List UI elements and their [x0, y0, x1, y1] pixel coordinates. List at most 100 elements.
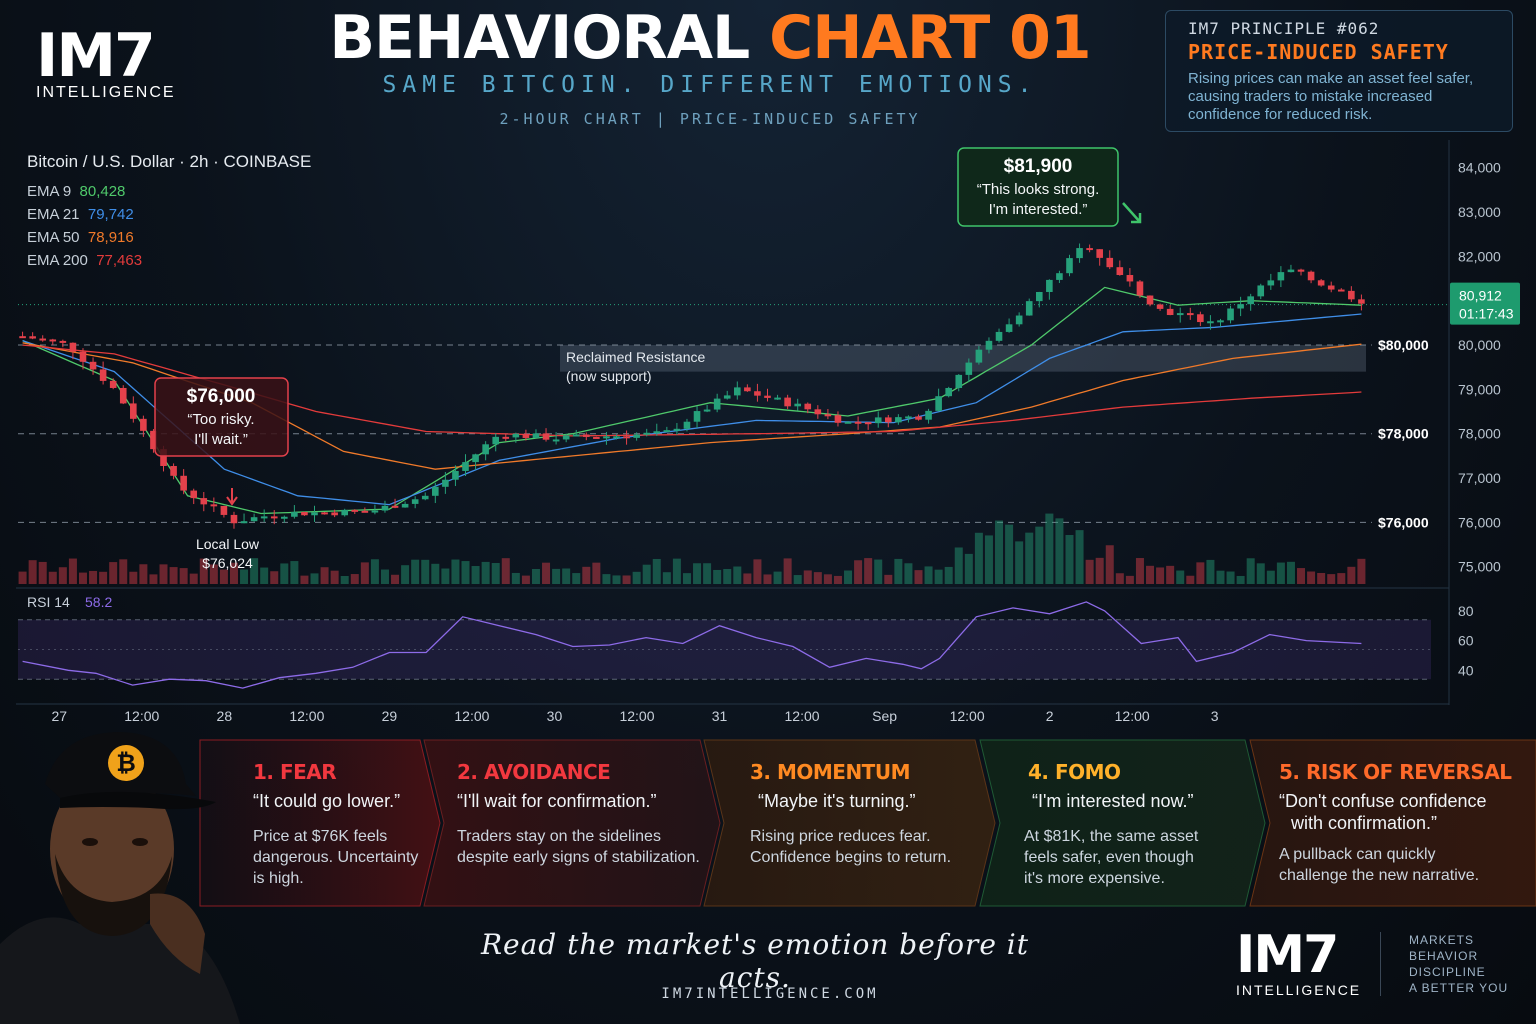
- volume-bar: [1166, 565, 1175, 584]
- candle-body: [230, 514, 238, 524]
- y-tick-label: 83,000: [1458, 204, 1501, 220]
- legend-item[interactable]: EMA 200 77,463: [27, 249, 142, 272]
- stage-description: Traders stay on the sidelines despite ear…: [457, 826, 727, 868]
- candle-body: [744, 387, 751, 392]
- volume-bar: [954, 547, 963, 584]
- stage-description-line: challenge the new narrative.: [1279, 867, 1480, 884]
- legend-item[interactable]: EMA 21 79,742: [27, 203, 142, 226]
- stage-description: A pullback can quickly challenge the new …: [1279, 844, 1519, 886]
- candle-body: [1197, 314, 1204, 323]
- x-tick-label: 2: [1046, 708, 1054, 724]
- volume-bar: [763, 574, 772, 584]
- principle-text: Rising prices can make an asset feel saf…: [1188, 70, 1474, 123]
- footer-brand-sub: INTELLIGENCE: [1236, 982, 1362, 998]
- volume-bar: [1286, 561, 1295, 584]
- title-main: BEHAVIORAL: [329, 3, 750, 73]
- rsi-line: [22, 601, 1362, 689]
- level-label: $76,000: [1378, 514, 1429, 530]
- y-tick-label: 80,000: [1458, 337, 1501, 353]
- candle-body: [935, 396, 942, 411]
- candle-body: [1116, 267, 1124, 276]
- volume-bar: [984, 535, 993, 584]
- candle-body: [1257, 285, 1265, 297]
- candle-body: [985, 340, 993, 350]
- stage-card: 3. MOMENTUM “Maybe it's turning.” Rising p…: [750, 740, 980, 908]
- volume-bar: [1186, 575, 1195, 584]
- candle-body: [1035, 291, 1043, 302]
- volume-bar: [139, 564, 148, 584]
- y-tick-label: 75,000: [1458, 559, 1501, 575]
- candle-body: [59, 340, 67, 343]
- candle-body: [220, 505, 228, 515]
- volume-bar: [310, 573, 319, 584]
- candle-body: [79, 351, 87, 362]
- callout-fomo-price: $81,900: [1004, 156, 1073, 177]
- volume-bar: [250, 558, 259, 584]
- volume-bar: [270, 571, 279, 584]
- volume-bar: [209, 564, 218, 584]
- candle-body: [1106, 257, 1114, 268]
- volume-bar: [713, 569, 722, 584]
- price-chart[interactable]: Reclaimed Resistance (now support) $80,00…: [0, 0, 1536, 730]
- candle-body: [1217, 320, 1224, 323]
- candle-body: [331, 512, 338, 516]
- candle-body: [472, 454, 479, 463]
- candle-body: [109, 380, 117, 388]
- candle-body: [381, 505, 389, 511]
- legend-item[interactable]: EMA 9 80,428: [27, 180, 142, 203]
- candle-body: [1136, 281, 1144, 296]
- y-tick-label: 78,000: [1458, 426, 1501, 442]
- tagline-item: MARKETS: [1409, 933, 1475, 947]
- volume-bar: [1135, 558, 1144, 584]
- candle-body: [955, 374, 963, 388]
- candle-body: [915, 416, 922, 420]
- candle-body: [532, 433, 540, 438]
- callout-fear-price: $76,000: [187, 386, 256, 407]
- volume-bar: [1025, 532, 1034, 584]
- candle-body: [321, 512, 328, 515]
- level-label: $80,000: [1378, 337, 1429, 353]
- volume-bar: [723, 568, 732, 584]
- legend-name: EMA 21: [27, 206, 80, 223]
- y-tick-label: 77,000: [1458, 470, 1501, 486]
- volume-bar: [240, 569, 249, 584]
- candle-body: [1317, 280, 1325, 286]
- volume-bar: [783, 558, 792, 584]
- stage-heading: 1. FEAR: [253, 760, 337, 784]
- stage-quote: “I'm interested now.”: [1024, 790, 1244, 812]
- volume-bar: [521, 575, 530, 584]
- callout-fear-arrow: [226, 488, 238, 506]
- volume-bar: [320, 567, 329, 584]
- volume-bar: [662, 572, 671, 584]
- candle-body: [1327, 285, 1335, 290]
- stage-card: 1. FEAR “It could go lower.” Price at $76K…: [253, 740, 433, 908]
- volume-bar: [652, 558, 661, 584]
- candle-body: [1005, 324, 1013, 332]
- x-tick-label: 31: [712, 708, 728, 724]
- candle-body: [281, 516, 288, 519]
- stage-heading: 4. FOMO: [1028, 760, 1121, 784]
- volume-bar: [1055, 518, 1064, 584]
- stage-description-line: Price at $76K feels: [253, 828, 388, 845]
- volume-bar: [813, 572, 822, 584]
- candle-body: [371, 510, 379, 513]
- candle-body: [1207, 321, 1214, 324]
- x-tick-label: 12:00: [289, 708, 324, 724]
- candle-body: [99, 369, 107, 381]
- volume-bar: [1226, 571, 1235, 584]
- candle-body: [432, 486, 439, 496]
- footer-brand-name: IM7: [1236, 925, 1339, 985]
- legend-item[interactable]: EMA 50 78,916: [27, 226, 142, 249]
- x-tick-label: 28: [217, 708, 233, 724]
- candle-body: [1176, 313, 1184, 316]
- candle-body: [723, 395, 731, 399]
- footer-url[interactable]: IM7INTELLIGENCE.COM: [661, 986, 879, 1002]
- y-tick-label: 79,000: [1458, 381, 1501, 397]
- candle-body: [421, 495, 429, 500]
- volume-bar: [1015, 541, 1024, 584]
- last-price-value: 80,912: [1459, 288, 1502, 304]
- volume-bar: [1236, 575, 1245, 584]
- avatar: ₿: [0, 732, 240, 1024]
- chart-subline: 2-HOUR CHART | PRICE-INDUCED SAFETY: [499, 110, 921, 128]
- candle-body: [492, 436, 500, 445]
